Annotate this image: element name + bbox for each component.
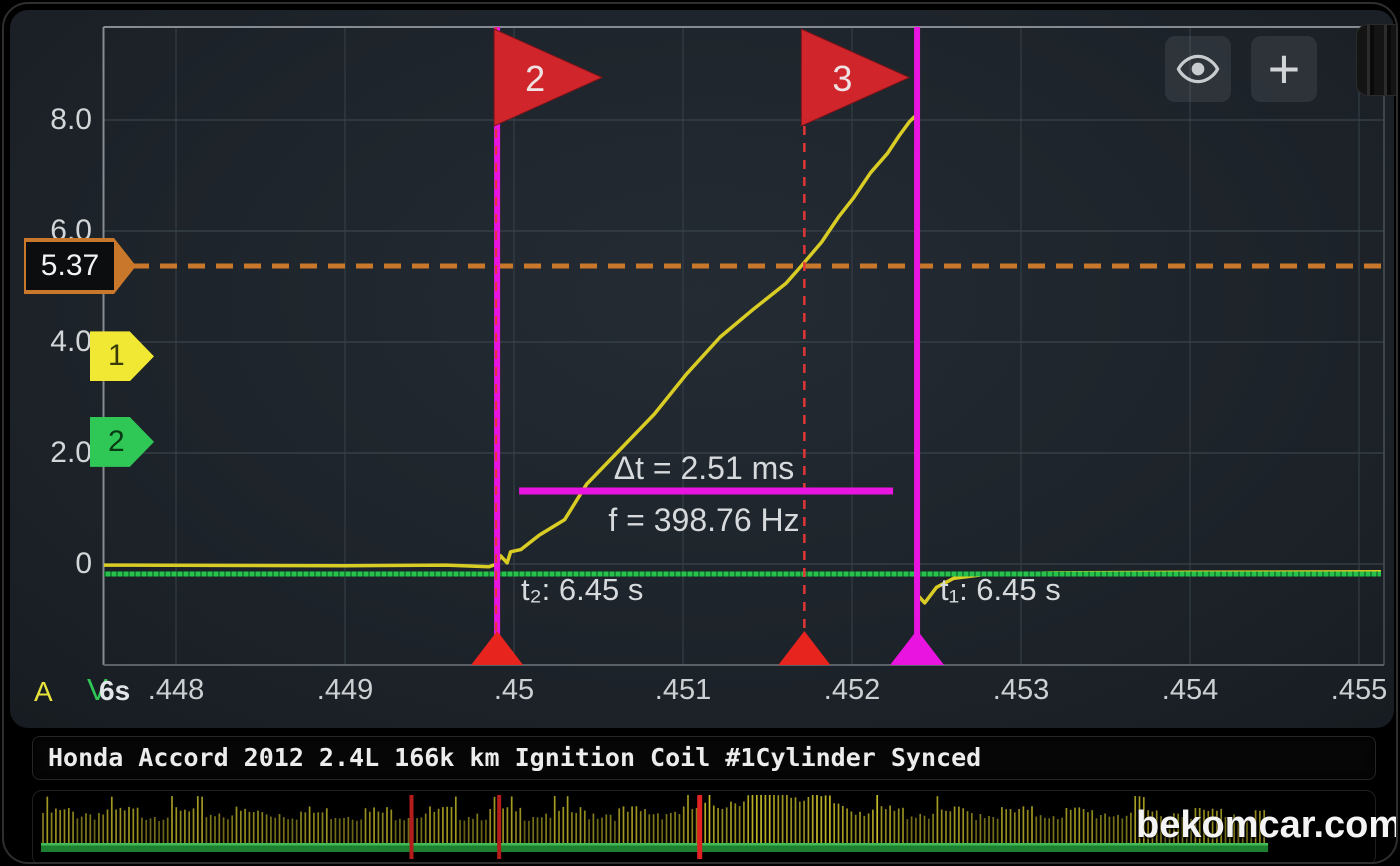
vehicle-title: Honda Accord 2012 2.4L 166k km Ignition … (48, 743, 982, 772)
x-tick-.451: .451 (654, 674, 712, 706)
title-bar[interactable]: Honda Accord 2012 2.4L 166k km Ignition … (32, 736, 1376, 780)
overview-waveform (41, 795, 1269, 859)
eye-icon (1176, 54, 1220, 84)
x-tick-.452: .452 (823, 674, 881, 706)
watermark: bekomcar.com (1136, 804, 1398, 846)
visibility-button[interactable] (1165, 36, 1231, 102)
reference-level-value: 5.37 (40, 248, 100, 282)
waveform-panel (10, 10, 1394, 728)
reference-level-marker[interactable]: 5.37 (24, 237, 114, 294)
side-drawer-grip[interactable] (1356, 24, 1396, 96)
y-tick-0: 0 (75, 547, 92, 580)
timebase-label[interactable]: 6s (99, 675, 131, 706)
y-tick-4.0: 4.0 (50, 325, 92, 358)
channel-a-label[interactable]: A (34, 676, 53, 707)
y-tick-8.0: 8.0 (50, 103, 92, 136)
capture-overview-strip[interactable] (32, 790, 1376, 862)
cursor-t2-readout: t₂: 6.45 s (521, 572, 644, 607)
overview-sync-band-edge (41, 843, 1269, 846)
x-tick-.449: .449 (316, 674, 374, 706)
x-tick-.453: .453 (992, 674, 1050, 706)
y-tick-2.0: 2.0 (50, 436, 92, 469)
delta-t-readout: Δt = 2.51 ms (613, 450, 795, 486)
add-button[interactable]: + (1251, 36, 1317, 102)
x-tick-.448: .448 (147, 674, 205, 706)
x-tick-.454: .454 (1161, 674, 1219, 706)
x-tick-.45: .45 (493, 674, 535, 706)
frequency-readout: f = 398.76 Hz (608, 502, 800, 538)
reference-level-arrow-icon (114, 237, 136, 294)
overview-sync-band (41, 843, 1269, 852)
plus-icon: + (1267, 37, 1301, 100)
channel-overlay-label: V (87, 672, 108, 707)
cursor-t1-readout: t₁: 6.45 s (940, 572, 1061, 607)
x-tick-.455: .455 (1330, 674, 1388, 706)
